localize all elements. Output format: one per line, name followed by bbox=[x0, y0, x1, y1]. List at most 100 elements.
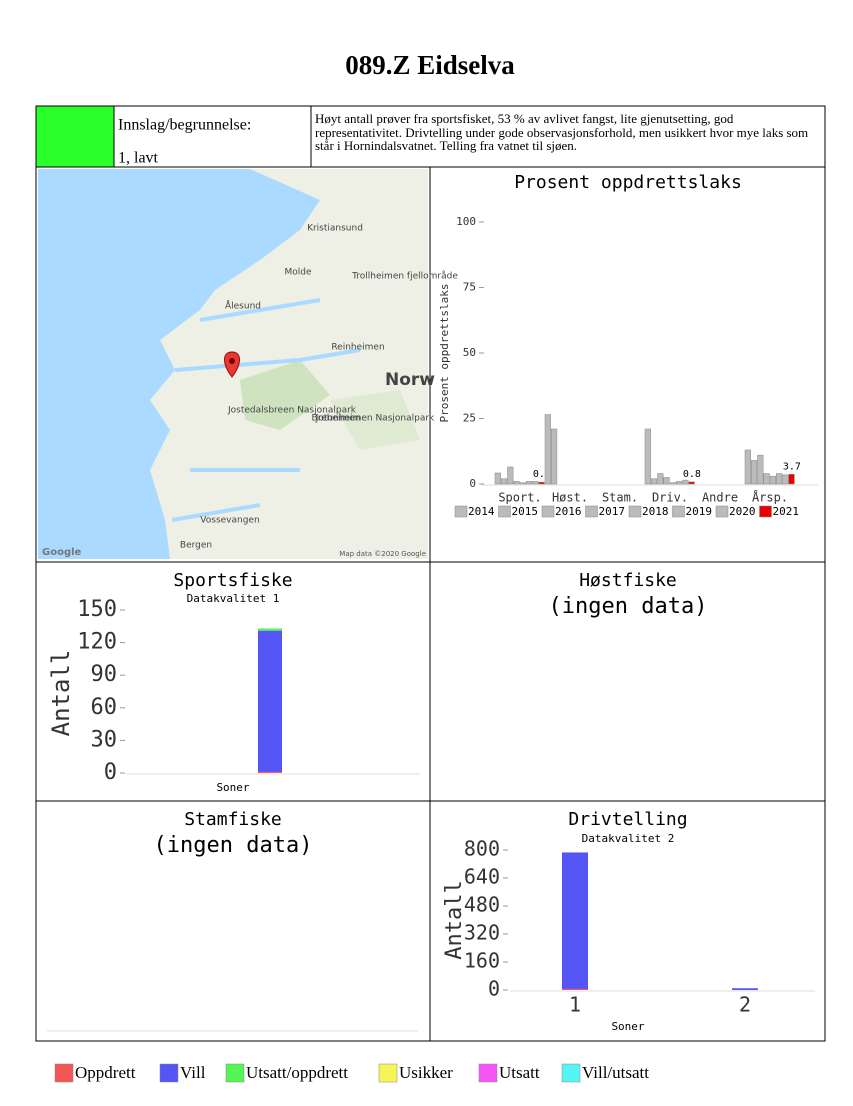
y-tick-label: 50 bbox=[463, 346, 476, 359]
page-title: 089.Z Eidselva bbox=[345, 50, 515, 80]
y-tick-label: 0 bbox=[469, 477, 476, 490]
chart-title: Drivtelling bbox=[568, 809, 687, 830]
y-tick-label: 800 bbox=[464, 837, 500, 861]
chart-title: Prosent oppdrettslaks bbox=[514, 172, 742, 193]
legend-label: 2021 bbox=[773, 505, 800, 518]
legend-label: Oppdrett bbox=[75, 1063, 136, 1082]
no-data: (ingen data) bbox=[154, 833, 313, 858]
bar bbox=[651, 478, 658, 485]
y-tick-label: 90 bbox=[91, 662, 118, 687]
x-tick-label: Sport. bbox=[498, 491, 541, 505]
x-axis-label: Soner bbox=[611, 1020, 644, 1033]
legend-label: 2016 bbox=[555, 505, 582, 518]
chart-subtitle: Datakvalitet 2 bbox=[582, 832, 675, 845]
bar bbox=[507, 466, 514, 485]
chart-title: Sportsfiske bbox=[173, 570, 292, 591]
legend-label: 2019 bbox=[686, 505, 713, 518]
bar bbox=[744, 449, 751, 485]
legend-swatch bbox=[759, 505, 772, 518]
map-labels: Kristiansund Molde Ålesund Trollheimen fjel… bbox=[42, 224, 458, 559]
y-tick-label: 480 bbox=[464, 893, 500, 917]
bar bbox=[538, 481, 545, 485]
bar bbox=[501, 478, 508, 485]
bar-segment bbox=[562, 852, 588, 989]
map-attribution: Map data ©2020 Google bbox=[339, 550, 426, 558]
bar bbox=[769, 475, 776, 485]
legend-swatch bbox=[378, 1063, 398, 1083]
y-axis-label: Prosent oppdrettslaks bbox=[438, 283, 451, 422]
legend-swatch bbox=[541, 505, 555, 518]
x-tick-label: 2 bbox=[739, 993, 751, 1017]
bar bbox=[751, 460, 758, 485]
legend-label: 2020 bbox=[729, 505, 756, 518]
map-label: Norw bbox=[385, 370, 435, 390]
chart-title: Stamfiske bbox=[184, 809, 282, 830]
bar bbox=[682, 479, 689, 485]
bar bbox=[519, 482, 526, 485]
bar bbox=[663, 477, 670, 485]
y-tick-label: 100 bbox=[456, 215, 476, 228]
bar bbox=[657, 473, 664, 485]
chart-subtitle: Datakvalitet 1 bbox=[187, 592, 280, 605]
bar bbox=[644, 428, 651, 485]
bar bbox=[551, 428, 558, 485]
legend-swatch bbox=[225, 1063, 245, 1083]
value-label: 0.7 bbox=[533, 469, 551, 480]
legend-swatch bbox=[159, 1063, 179, 1083]
bar-segment bbox=[258, 630, 282, 772]
map-logo: Google bbox=[42, 547, 82, 558]
y-tick-label: 25 bbox=[463, 412, 476, 425]
legend-swatch bbox=[498, 505, 511, 518]
y-tick-label: 75 bbox=[463, 281, 476, 294]
legend-swatch bbox=[478, 1063, 498, 1083]
bar-segment bbox=[258, 628, 282, 631]
legend-label: Vill/utsatt bbox=[582, 1063, 649, 1082]
map-label: Ålesund bbox=[225, 300, 261, 312]
x-tick-label: Høst. bbox=[552, 491, 588, 505]
y-tick-label: 0 bbox=[104, 760, 117, 785]
bar bbox=[544, 414, 551, 485]
bar-segment bbox=[562, 988, 588, 990]
legend-swatch bbox=[561, 1063, 581, 1083]
y-axis-label: Antall bbox=[47, 650, 75, 737]
bar bbox=[526, 481, 533, 485]
status-text: Høyt antall prøver fra sportsfisket, 53 … bbox=[315, 111, 809, 153]
y-tick-label: 640 bbox=[464, 865, 500, 889]
y-tick-label: 320 bbox=[464, 921, 500, 945]
bar bbox=[688, 481, 695, 485]
map-label: Breheimen bbox=[312, 414, 361, 424]
x-tick-label: 1 bbox=[569, 993, 581, 1017]
y-tick-label: 160 bbox=[464, 949, 500, 973]
map-label: Jostedalsbreen Nasjonalpark bbox=[227, 406, 357, 416]
legend-swatch bbox=[54, 1063, 74, 1083]
bar-segment bbox=[258, 771, 282, 773]
map-label: Jotunheimen Nasjonalpark bbox=[315, 414, 435, 424]
bar-segment bbox=[732, 988, 758, 990]
y-tick-label: 0 bbox=[488, 977, 500, 1001]
bar bbox=[494, 472, 501, 485]
legend-label: 2018 bbox=[642, 505, 669, 518]
map-label: Kristiansund bbox=[307, 224, 363, 234]
legend-swatch bbox=[628, 505, 642, 518]
legend-swatch bbox=[715, 505, 729, 518]
y-tick-label: 60 bbox=[91, 695, 118, 720]
map-label: Molde bbox=[284, 268, 311, 278]
value-label: 0.8 bbox=[683, 469, 701, 480]
legend-label: Vill bbox=[180, 1063, 206, 1082]
x-tick-label: Andre bbox=[702, 491, 738, 505]
legend-label: 2017 bbox=[599, 505, 626, 518]
bar bbox=[788, 474, 795, 485]
chart-title: Høstfiske bbox=[579, 570, 677, 591]
bar bbox=[782, 474, 789, 485]
legend-label: 2014 bbox=[468, 505, 495, 518]
map-label: Trollheimen fjellområde bbox=[351, 271, 458, 282]
bar bbox=[669, 482, 676, 485]
legend-label: Utsatt/oppdrett bbox=[246, 1063, 348, 1082]
legend-swatch bbox=[454, 505, 468, 518]
legend-swatch bbox=[585, 505, 598, 518]
map-label: Bergen bbox=[180, 541, 212, 551]
y-tick-label: 120 bbox=[77, 630, 117, 655]
table-borders bbox=[35, 105, 826, 1042]
